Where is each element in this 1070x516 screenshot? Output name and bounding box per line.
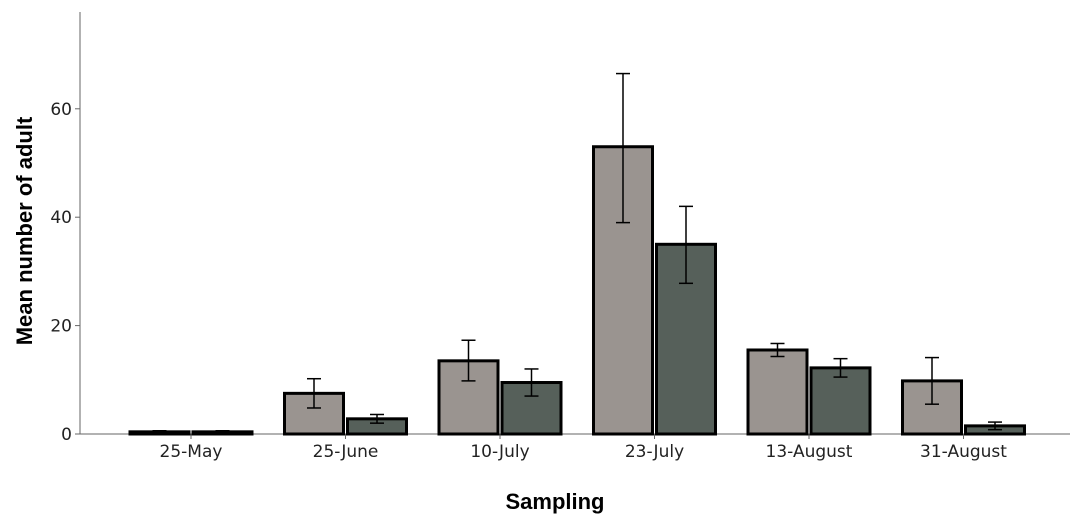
- y-axis: 0 20 40 60: [50, 12, 81, 445]
- x-axis-title: Sampling: [505, 489, 604, 514]
- error-bars: [152, 72, 1002, 434]
- y-tick-label: 0: [61, 425, 72, 445]
- x-tick-label: 25-June: [313, 442, 379, 462]
- y-tick-label: 40: [50, 208, 72, 228]
- x-tick-label: 25-May: [160, 442, 223, 462]
- bar-s2-13-august: [809, 366, 872, 436]
- x-tick-label: 10-July: [470, 442, 529, 462]
- x-tick-label: 23-July: [625, 442, 684, 462]
- x-axis: 25-May 25-June 10-July 23-July 13-August 31-A…: [80, 433, 1070, 462]
- bar-s1-10-july: [437, 359, 500, 436]
- x-tick-label: 13-August: [766, 442, 853, 462]
- bar-s1-13-august: [746, 348, 809, 436]
- y-axis-title: Mean number of adult: [12, 116, 37, 345]
- x-tick-label: 31-August: [920, 442, 1007, 462]
- bars: [128, 145, 1026, 436]
- y-tick-label: 20: [50, 317, 72, 337]
- y-tick-label: 60: [50, 100, 72, 120]
